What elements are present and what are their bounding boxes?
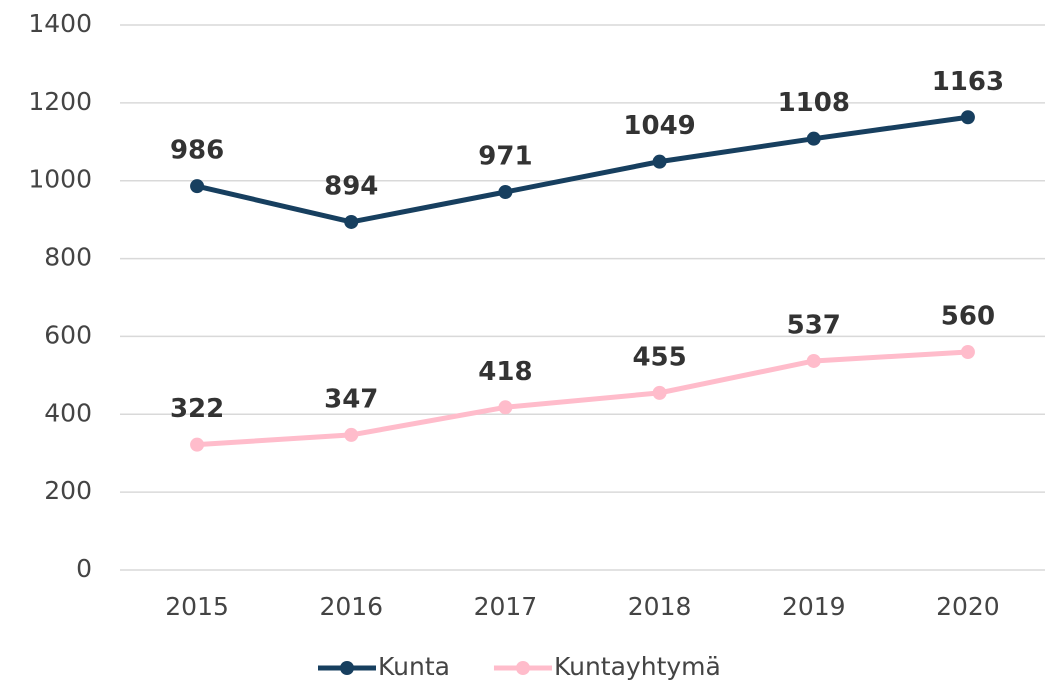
x-tick-label: 2019: [782, 592, 846, 621]
data-label: 1049: [623, 111, 695, 141]
legend-label: Kuntayhtymä: [554, 652, 721, 681]
data-label: 418: [478, 357, 532, 387]
marker: [498, 185, 513, 200]
y-tick-label: 1200: [28, 87, 92, 116]
marker: [960, 345, 975, 359]
x-tick-label: 2017: [474, 592, 538, 621]
marker: [960, 110, 975, 125]
marker: [190, 437, 205, 452]
marker: [498, 400, 513, 415]
y-tick-label: 800: [44, 243, 92, 272]
data-label: 322: [170, 394, 224, 424]
marker: [652, 385, 667, 400]
line: [196, 349, 969, 448]
data-label: 455: [632, 342, 686, 372]
data-label: 894: [324, 171, 378, 201]
data-label: 347: [324, 384, 378, 414]
data-label: 560: [941, 302, 995, 332]
legend-label: Kunta: [378, 652, 450, 681]
y-tick-label: 1400: [28, 9, 92, 38]
y-tick-label: 1000: [28, 165, 92, 194]
data-label: 537: [787, 310, 841, 340]
legend-marker: [515, 661, 530, 675]
marker: [344, 427, 359, 442]
data-label: 1108: [778, 88, 850, 118]
y-tick-label: 0: [76, 554, 92, 583]
y-tick-label: 400: [44, 398, 92, 427]
x-tick-label: 2020: [936, 592, 1000, 621]
marker: [652, 154, 667, 169]
x-tick-label: 2018: [628, 592, 692, 621]
x-tick-label: 2016: [319, 592, 383, 621]
y-tick-label: 200: [44, 476, 92, 505]
marker: [344, 214, 359, 229]
data-label: 971: [478, 142, 532, 172]
data-label: 1163: [932, 67, 1004, 97]
x-tick-label: 2015: [165, 592, 229, 621]
legend-marker: [340, 661, 354, 675]
y-tick-label: 600: [44, 320, 92, 349]
data-label: 986: [170, 136, 224, 166]
marker: [190, 179, 205, 194]
marker: [806, 131, 821, 146]
marker: [806, 353, 821, 368]
line: [196, 114, 969, 225]
